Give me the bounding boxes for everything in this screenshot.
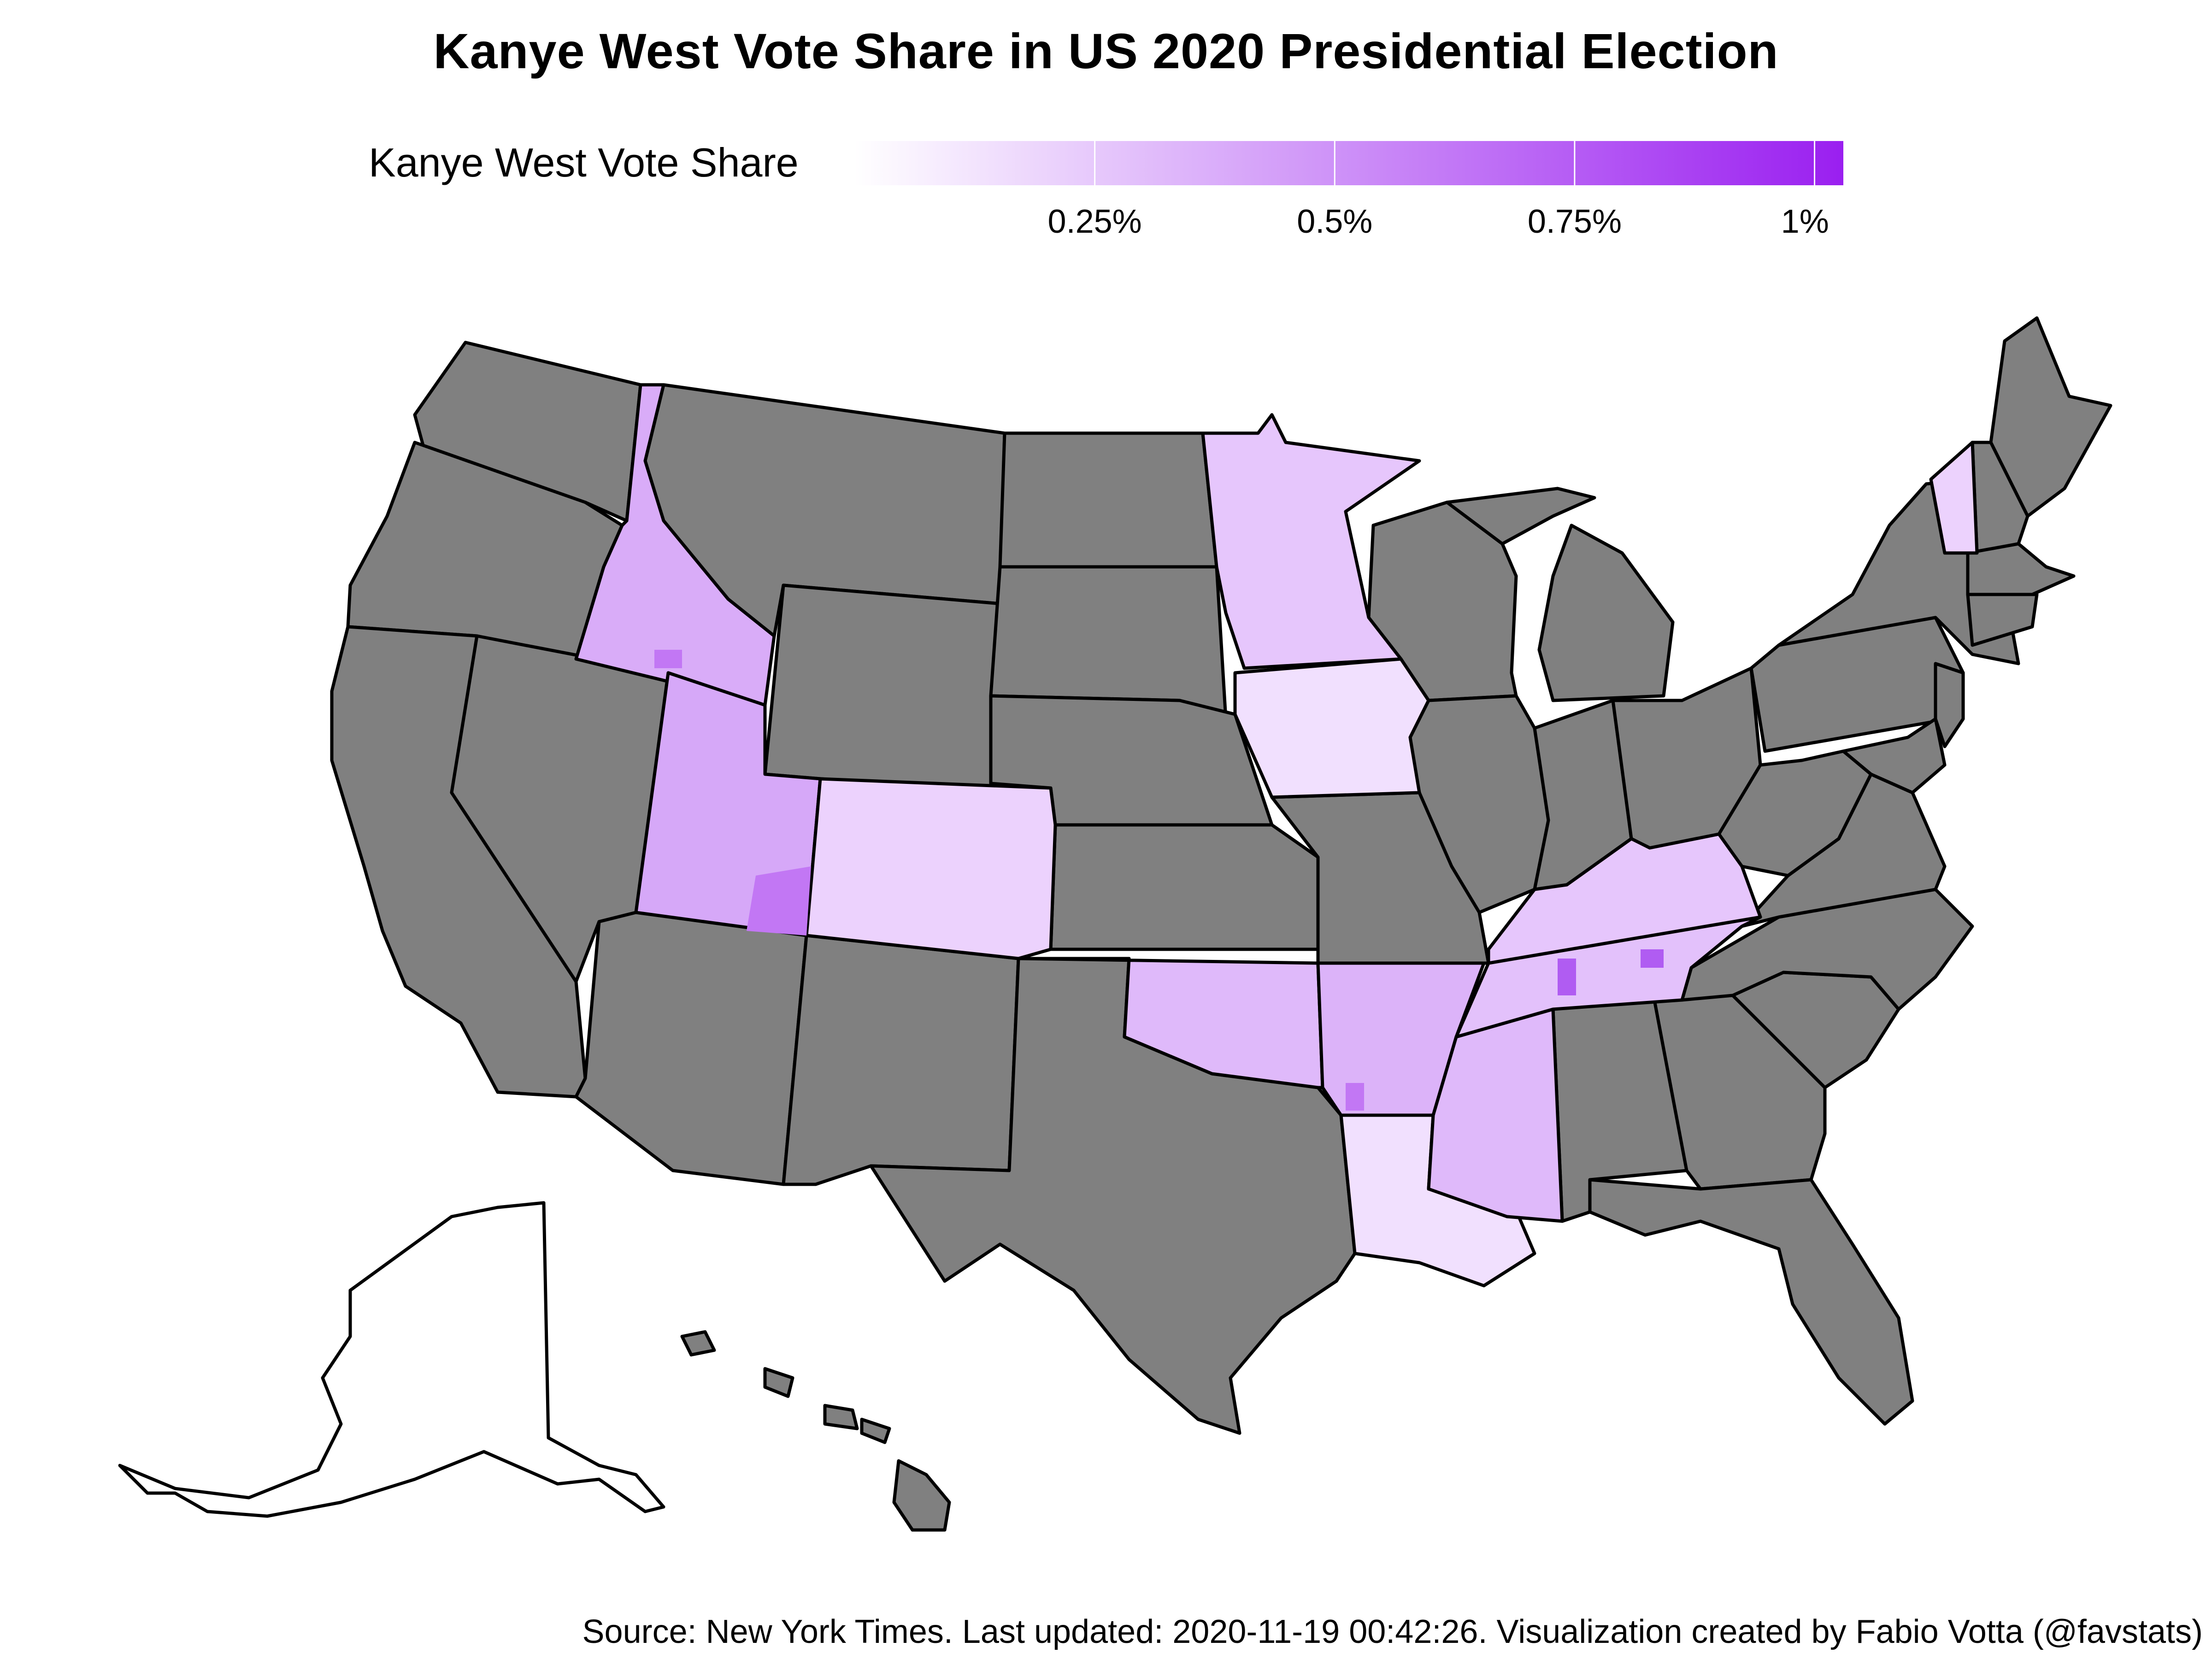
state-colorado (805, 777, 1057, 960)
legend-tick-label: 0.75% (1527, 203, 1622, 240)
legend-title: Kanye West Vote Share (369, 140, 799, 185)
state-massachusetts (1966, 542, 2076, 596)
state-idaho (574, 383, 776, 707)
state-florida (1588, 1178, 1914, 1426)
state-north-dakota (998, 431, 1218, 569)
state-wyoming (763, 583, 1002, 794)
legend-tick-label: 0.25% (1047, 203, 1142, 240)
chart-title: Kanye West Vote Share in US 2020 Preside… (433, 23, 1779, 79)
source-caption: Source: New York Times. Last updated: 20… (582, 1613, 2203, 1650)
state-new-jersey (1934, 662, 1965, 748)
state-maine (1989, 316, 2112, 518)
state-vermont (1929, 441, 1979, 555)
legend-tick-label: 0.5% (1297, 203, 1373, 240)
state-maryland-delaware (1841, 717, 1947, 794)
county-highlight-utah (747, 866, 811, 935)
state-alaska (118, 1201, 665, 1518)
state-iowa (1233, 657, 1430, 799)
state-hawaii (680, 1330, 951, 1532)
state-arizona (574, 911, 808, 1186)
state-minnesota (1201, 413, 1421, 670)
legend-gradient-rect (855, 141, 1843, 185)
county-highlight-tennessee (1558, 949, 1664, 995)
legend-color-bar (855, 141, 1843, 185)
county-highlight-arkansas (1346, 1083, 1364, 1111)
state-kentucky (1487, 832, 1762, 965)
state-michigan (1445, 487, 1675, 702)
county-highlight-idaho (654, 650, 682, 668)
state-connecticut-ri (1966, 593, 2039, 647)
state-new-mexico (782, 934, 1020, 1186)
state-kansas (1049, 823, 1320, 951)
legend-tick-label: 1% (1781, 203, 1829, 240)
